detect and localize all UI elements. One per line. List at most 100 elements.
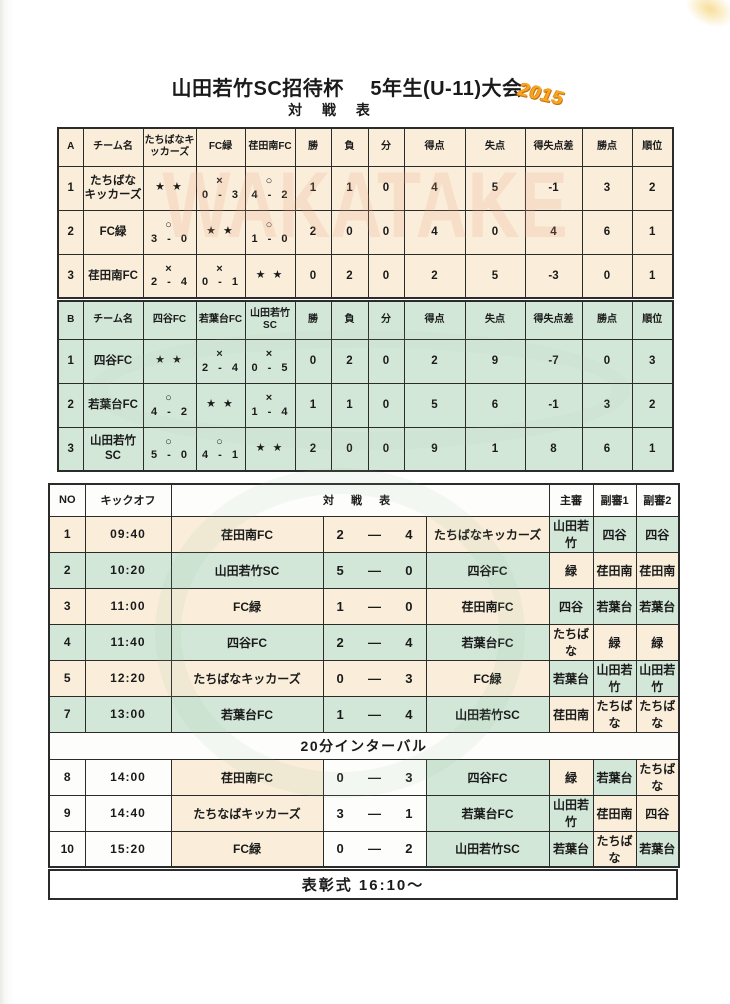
assistant-referee-2: 若葉台 — [635, 587, 680, 625]
header-wins: 勝 — [294, 127, 332, 167]
header-rank: 順位 — [631, 127, 674, 167]
header-opponent-1: 四谷FC — [142, 300, 197, 340]
goals-against-value: 0 — [464, 209, 526, 255]
result-mark: × — [216, 175, 225, 188]
header-draws: 分 — [367, 127, 405, 167]
group-b-standings-table: B チーム名 四谷FC 若葉台FC 山田若竹SC 勝 負 分 得点 失点 得失点… — [57, 300, 674, 472]
schedule-row-9: 9 14:40 たちなばキッカーズ 3 — 1 若葉台FC 山田若竹 荏田南 四谷 — [48, 794, 680, 832]
assistant-referee-2: 山田若竹 — [635, 659, 680, 697]
goal-diff-value: -1 — [524, 165, 583, 211]
rank-value: 1 — [631, 209, 674, 255]
match-result-cell: ★ ★ — [142, 338, 197, 384]
header-assistant-referee-2: 副審2 — [635, 483, 680, 517]
home-score: 2 — [336, 634, 344, 650]
match-result: ○ 5 - 0 — [144, 428, 195, 470]
schedule-row-3: 3 11:00 FC緑 1 — 0 荏田南FC 四谷 若葉台 若葉台 — [48, 587, 680, 625]
assistant-referee-2: 若葉台 — [635, 830, 680, 868]
match-result-cell: ○ 1 - 0 — [244, 209, 296, 255]
match-score: 2 — 4 — [324, 634, 425, 650]
match-score: 3 — 1 — [324, 806, 425, 821]
match-result: × 0 - 3 — [197, 167, 244, 209]
schedule-header-row: NO キックオフ 対 戦 表 主審 副審1 副審2 — [48, 483, 680, 517]
score-cell: 0 — 3 — [322, 659, 427, 697]
home-score: 0 — [336, 841, 344, 857]
kickoff-time: 12:20 — [84, 659, 172, 697]
header-team-name: チーム名 — [82, 300, 144, 340]
header-rank: 順位 — [631, 300, 674, 340]
assistant-referee-2: たちばな — [635, 758, 680, 796]
header-opponent-2: 若葉台FC — [195, 300, 246, 340]
match-result-cell: ★ ★ — [244, 426, 296, 472]
goal-diff-value: -3 — [524, 253, 583, 299]
home-team: 四谷FC — [170, 623, 324, 661]
assistant-referee-2: 四谷 — [635, 794, 680, 832]
away-team: 荏田南FC — [425, 587, 550, 625]
goals-against-value: 6 — [464, 382, 526, 428]
result-score: 5 - 0 — [150, 449, 188, 462]
goals-for-value: 4 — [403, 165, 466, 211]
group-b-row-3: 3 山田若竹SC ○ 5 - 0 ○ 4 - 1 ★ ★ 2 0 0 9 1 8 6… — [57, 426, 674, 472]
match-result: × 2 - 4 — [144, 255, 195, 297]
header-opponent-2: FC緑 — [195, 127, 246, 167]
row-number: 3 — [57, 426, 84, 472]
header-matchups: 対 戦 表 — [170, 483, 550, 517]
match-number: 4 — [48, 623, 86, 661]
score-dash: — — [368, 706, 381, 722]
group-a-row-3: 3 荏田南FC × 2 - 4 × 0 - 1 ★ ★ 0 2 0 2 5 -3 0… — [57, 253, 674, 299]
match-score: 0 — 2 — [324, 841, 425, 857]
match-result: × 1 - 4 — [246, 384, 294, 426]
draws-value: 0 — [367, 253, 405, 299]
kickoff-time: 10:20 — [84, 551, 172, 589]
score-dash: — — [368, 841, 381, 857]
row-number: 1 — [57, 338, 84, 384]
losses-value: 1 — [330, 165, 369, 211]
kickoff-time: 14:40 — [84, 794, 172, 832]
group-a-header-row: A チーム名 たちばなキッカーズ FC緑 荏田南FC 勝 負 分 得点 失点 得… — [57, 127, 674, 167]
score-dash: — — [368, 598, 381, 614]
match-result: ★ ★ — [246, 428, 294, 470]
kickoff-time: 11:00 — [84, 587, 172, 625]
assistant-referee-1: 荏田南 — [592, 794, 637, 832]
away-team: 若葉台FC — [425, 623, 550, 661]
score-cell: 1 — 4 — [322, 695, 427, 733]
referee: 荏田南 — [548, 695, 594, 733]
score-dash: — — [368, 562, 381, 578]
header-opponent-3: 山田若竹SC — [244, 300, 296, 340]
rank-value: 1 — [631, 253, 674, 299]
match-result-cell: × 0 - 1 — [195, 253, 246, 299]
header-losses: 負 — [330, 127, 369, 167]
team-name: 四谷FC — [82, 338, 144, 384]
scan-smudge-artifact — [679, 0, 730, 36]
header-draws: 分 — [367, 300, 405, 340]
team-name: 荏田南FC — [82, 253, 144, 299]
goals-for-value: 4 — [403, 209, 466, 255]
match-result: × 2 - 4 — [197, 340, 244, 382]
result-mark: × — [265, 348, 275, 361]
row-number: 2 — [57, 209, 84, 255]
referee: 緑 — [548, 758, 594, 796]
assistant-referee-1: たちばな — [592, 695, 637, 733]
schedule-row-1: 1 09:40 荏田南FC 2 — 4 たちばなキッカーズ 山田若竹 四谷 四谷 — [48, 515, 680, 553]
score-cell: 0 — 2 — [322, 830, 427, 868]
score-cell: 1 — 0 — [322, 587, 427, 625]
schedule-row-7: 7 13:00 若葉台FC 1 — 4 山田若竹SC 荏田南 たちばな たちばな — [48, 695, 680, 733]
assistant-referee-2: 荏田南 — [635, 551, 680, 589]
assistant-referee-2: 緑 — [635, 623, 680, 661]
home-team: たちなばキッカーズ — [170, 794, 324, 832]
match-result-cell: ★ ★ — [244, 253, 296, 299]
referee: 若葉台 — [548, 659, 594, 697]
award-ceremony-box: 表彰式 16:10～ — [48, 869, 678, 900]
header-referee: 主審 — [548, 483, 594, 517]
away-score: 0 — [405, 562, 413, 578]
assistant-referee-1: 山田若竹 — [592, 659, 637, 697]
away-score: 4 — [405, 526, 413, 542]
row-number: 1 — [57, 165, 84, 211]
header-kickoff: キックオフ — [84, 483, 172, 517]
match-result-cell: × 0 - 3 — [195, 165, 246, 211]
result-mark: ○ — [265, 175, 275, 188]
match-score: 0 — 3 — [324, 671, 425, 686]
team-name: FC緑 — [82, 209, 144, 255]
match-number: 3 — [48, 587, 86, 625]
match-score: 5 — 0 — [324, 562, 425, 578]
